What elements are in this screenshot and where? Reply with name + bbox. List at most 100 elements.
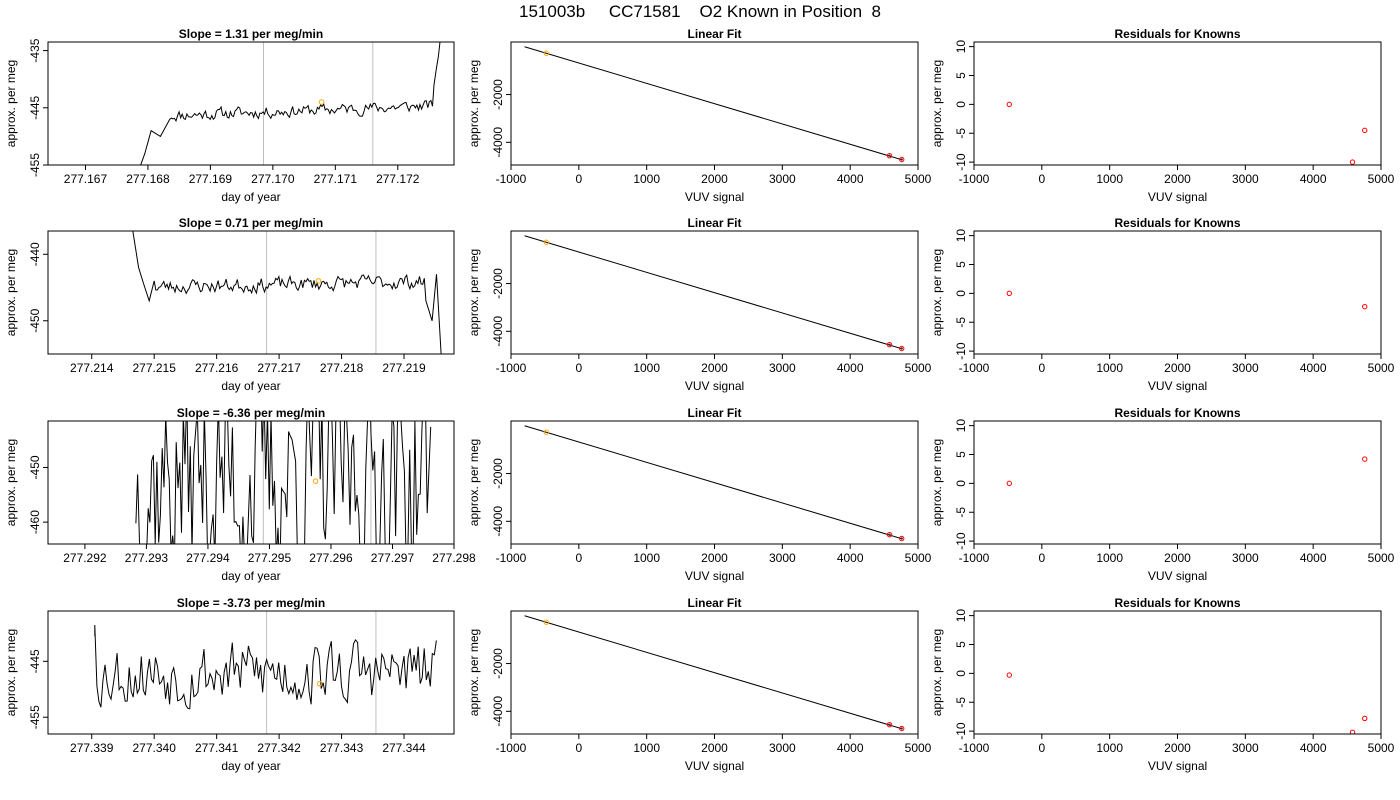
plot-frame bbox=[973, 420, 1382, 545]
data-point-center-2 bbox=[888, 533, 891, 536]
data-point-3 bbox=[1362, 127, 1368, 134]
x-axis-label: VUV signal bbox=[685, 759, 744, 773]
plot-area bbox=[524, 46, 905, 163]
current-point-marker bbox=[318, 99, 325, 105]
x-tick-label: 1000 bbox=[633, 741, 660, 755]
y-tick-label: -4000 bbox=[491, 316, 505, 347]
x-tick-label: 277.343 bbox=[320, 741, 364, 755]
y-tick-label: -2000 bbox=[491, 458, 505, 489]
y-tick-label: -2000 bbox=[491, 268, 505, 299]
y-tick-label: -455 bbox=[28, 153, 42, 177]
x-tick-label: 5000 bbox=[1368, 741, 1395, 755]
y-axis-label: approx. per meg bbox=[930, 249, 944, 336]
y-axis-label: approx. per meg bbox=[930, 439, 944, 526]
plot-area bbox=[1006, 101, 1368, 165]
data-point-1 bbox=[543, 619, 549, 625]
y-axis-label: approx. per meg bbox=[4, 249, 18, 336]
data-point-2 bbox=[886, 152, 893, 159]
x-tick-label: 277.294 bbox=[186, 551, 230, 565]
x-tick-label: 4000 bbox=[837, 172, 864, 186]
panel-11: -1000 0 1000 2000 3000 4000 5000 -10 -5 0 5 10 Resid… bbox=[930, 406, 1395, 583]
current-point-marker bbox=[315, 278, 322, 284]
plot-frame bbox=[47, 610, 455, 735]
x-tick-label: 2000 bbox=[1164, 741, 1191, 755]
plot-area bbox=[135, 421, 432, 544]
x-tick-label: 0 bbox=[1038, 172, 1045, 186]
data-trace bbox=[140, 42, 441, 165]
y-axis-label: approx. per meg bbox=[930, 60, 944, 147]
y-tick-label: -2000 bbox=[491, 648, 505, 679]
x-tick-label: 277.167 bbox=[64, 172, 108, 186]
panel-10: -1000 0 1000 2000 3000 4000 5000 -10 -5 0 5 10 Resid… bbox=[930, 216, 1395, 393]
plot-area bbox=[94, 611, 437, 734]
panel-6: -1000 0 1000 2000 3000 4000 5000 -4000 -2000 Line… bbox=[467, 216, 932, 393]
x-tick-label: 1000 bbox=[633, 551, 660, 565]
data-trace bbox=[132, 231, 442, 354]
data-point-2 bbox=[1349, 729, 1356, 734]
x-tick-label: 0 bbox=[575, 361, 582, 375]
panel-9: -1000 0 1000 2000 3000 4000 5000 -10 -5 0 5 10 Resid… bbox=[930, 27, 1395, 204]
x-tick-label: 0 bbox=[575, 551, 582, 565]
y-tick-label: -435 bbox=[28, 38, 42, 62]
data-point-3 bbox=[899, 725, 905, 732]
y-tick-label: -445 bbox=[28, 649, 42, 673]
fit-line bbox=[524, 425, 902, 539]
x-tick-label: 277.171 bbox=[314, 172, 358, 186]
plot-area bbox=[132, 231, 442, 354]
panel-title: Linear Fit bbox=[687, 406, 741, 420]
data-point-center-2 bbox=[888, 343, 891, 346]
x-tick-label: 2000 bbox=[701, 741, 728, 755]
x-tick-label: 1000 bbox=[633, 172, 660, 186]
x-tick-label: 277.297 bbox=[371, 551, 415, 565]
plot-area bbox=[524, 615, 905, 732]
y-tick-label: -5 bbox=[954, 697, 968, 708]
x-tick-label: 5000 bbox=[905, 551, 932, 565]
x-tick-label: 277.215 bbox=[132, 361, 176, 375]
panel-title: Residuals for Knowns bbox=[1114, 406, 1240, 420]
x-tick-label: 277.216 bbox=[195, 361, 239, 375]
data-point-3 bbox=[899, 156, 905, 163]
data-point-center-2 bbox=[888, 154, 891, 157]
x-axis-label: VUV signal bbox=[685, 379, 744, 393]
y-axis-label: approx. per meg bbox=[4, 60, 18, 147]
x-tick-label: 0 bbox=[575, 741, 582, 755]
x-tick-label: 277.168 bbox=[126, 172, 170, 186]
x-tick-label: 277.341 bbox=[195, 741, 239, 755]
panel-4: 277.339 277.340 277.341 277.342 277.343 277.3… bbox=[4, 596, 455, 773]
y-axis-label: approx. per meg bbox=[467, 60, 481, 147]
plot-frame bbox=[47, 41, 455, 166]
y-tick-label: -2000 bbox=[491, 79, 505, 110]
data-trace bbox=[94, 624, 437, 710]
x-tick-label: 2000 bbox=[701, 172, 728, 186]
x-tick-label: 1000 bbox=[633, 361, 660, 375]
x-tick-label: 2000 bbox=[1164, 551, 1191, 565]
y-tick-label: -450 bbox=[28, 308, 42, 332]
x-axis-label: VUV signal bbox=[685, 569, 744, 583]
x-tick-label: 4000 bbox=[837, 361, 864, 375]
x-tick-label: 2000 bbox=[701, 361, 728, 375]
y-tick-label: -455 bbox=[28, 705, 42, 729]
x-tick-label: 3000 bbox=[769, 361, 796, 375]
y-tick-label: -4000 bbox=[491, 127, 505, 158]
x-tick-label: -1000 bbox=[496, 741, 527, 755]
x-tick-label: 277.214 bbox=[70, 361, 114, 375]
x-tick-label: -1000 bbox=[959, 741, 990, 755]
data-point-2 bbox=[1362, 303, 1368, 310]
y-tick-label: -445 bbox=[28, 95, 42, 119]
panel-title: Residuals for Knowns bbox=[1114, 596, 1240, 610]
y-tick-label: 0 bbox=[954, 101, 968, 108]
data-point-center-3 bbox=[900, 727, 903, 730]
data-point-2 bbox=[1349, 159, 1356, 165]
x-tick-label: -1000 bbox=[959, 361, 990, 375]
plot-frame bbox=[973, 610, 1382, 735]
data-trace bbox=[135, 421, 432, 544]
y-tick-label: -10 bbox=[954, 532, 968, 550]
x-tick-label: 4000 bbox=[1300, 361, 1327, 375]
data-point-3 bbox=[899, 345, 905, 352]
x-tick-label: 0 bbox=[1038, 741, 1045, 755]
x-axis-label: VUV signal bbox=[685, 190, 744, 204]
x-axis-label: VUV signal bbox=[1148, 759, 1207, 773]
x-tick-label: 4000 bbox=[1300, 741, 1327, 755]
y-axis-label: approx. per meg bbox=[4, 629, 18, 716]
y-tick-label: -10 bbox=[954, 342, 968, 360]
